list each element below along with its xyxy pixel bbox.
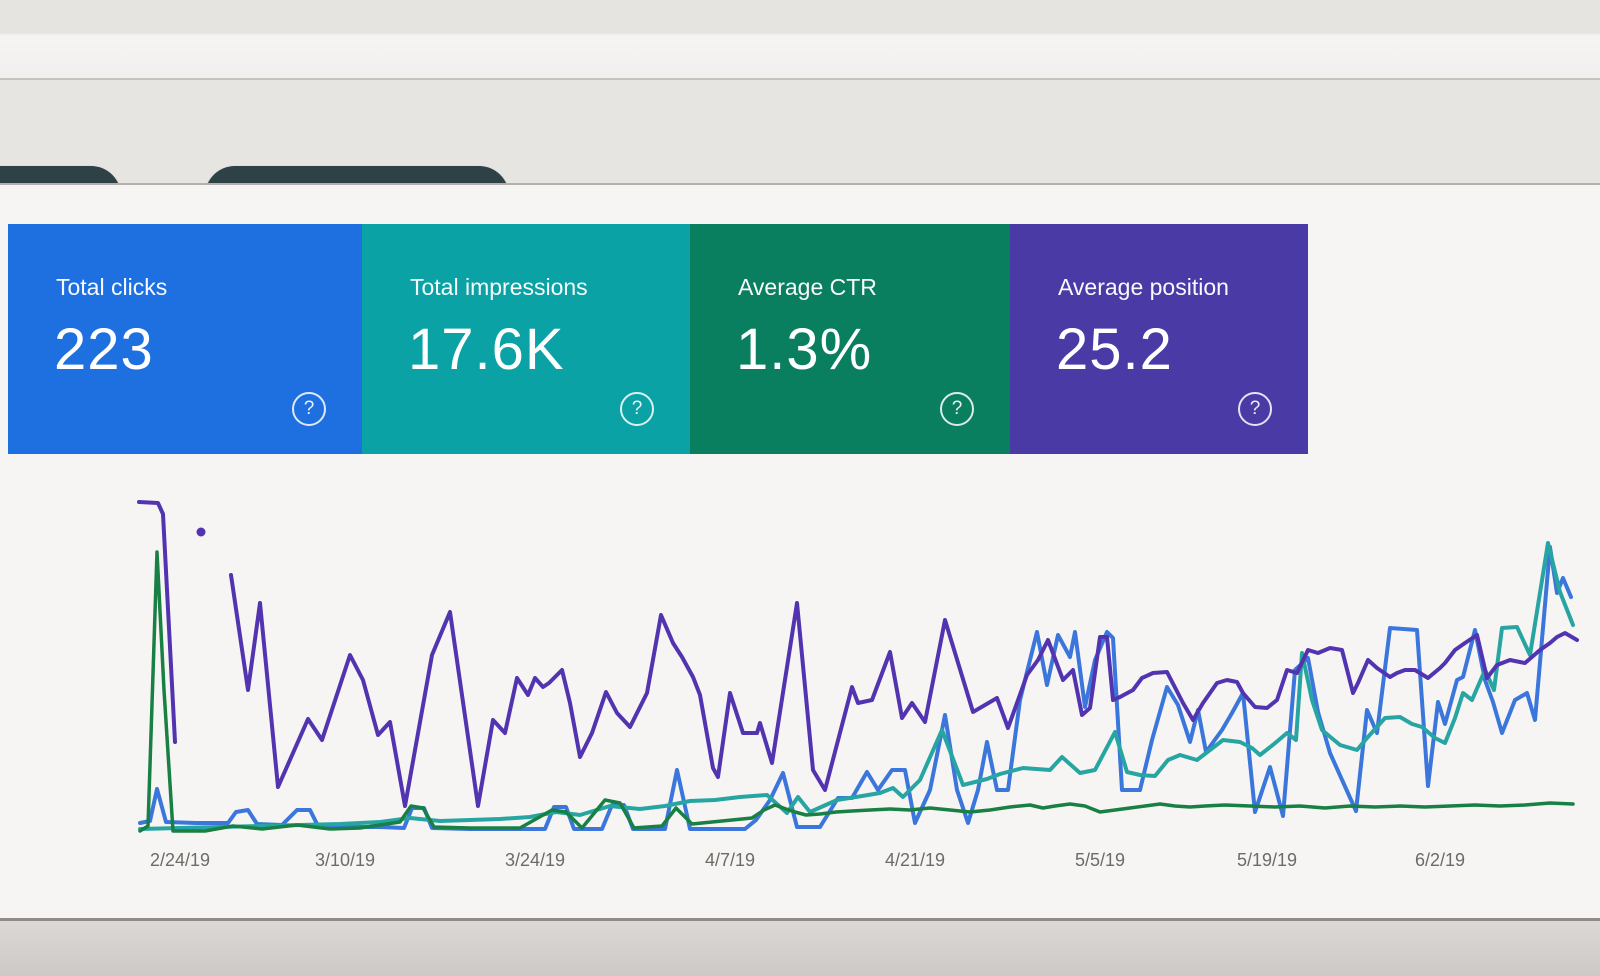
card-value: 17.6K (408, 317, 565, 382)
question-mark-glyph: ? (951, 398, 963, 419)
card-value: 25.2 (1056, 317, 1173, 382)
screen-bottom-band (0, 921, 1600, 976)
question-mark-glyph: ? (631, 398, 643, 419)
window-top-band (0, 0, 1600, 80)
average-ctr-card[interactable]: Average CTR 1.3% ? (690, 224, 1010, 454)
screen-bottom-edge-line (0, 918, 1600, 921)
header-divider-line (0, 183, 1600, 185)
card-title: Average position (1058, 274, 1229, 300)
card-value: 223 (54, 317, 154, 382)
average-position-card[interactable]: Average position 25.2 ? (1010, 224, 1308, 454)
help-icon[interactable]: ? (620, 392, 654, 426)
filter-bar: type: Web ✎ Date: Last 6 months ✎ + NEW … (0, 80, 1600, 230)
card-title: Total clicks (56, 274, 168, 300)
help-icon[interactable]: ? (1238, 392, 1272, 426)
metric-cards-row: Total clicks 223 ? Total impressions 17.… (8, 224, 1308, 454)
card-title: Total impressions (410, 274, 588, 300)
help-icon[interactable]: ? (292, 392, 326, 426)
card-title: Average CTR (738, 274, 877, 300)
card-value: 1.3% (736, 317, 873, 382)
question-mark-glyph: ? (303, 398, 315, 419)
help-icon[interactable]: ? (940, 392, 974, 426)
question-mark-glyph: ? (1249, 398, 1261, 419)
total-impressions-card[interactable]: Total impressions 17.6K ? (362, 224, 690, 454)
total-clicks-card[interactable]: Total clicks 223 ? (8, 224, 362, 454)
